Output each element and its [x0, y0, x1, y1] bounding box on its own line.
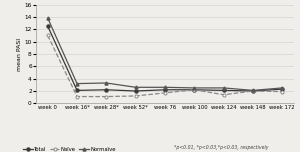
Y-axis label: mean PASI: mean PASI: [17, 37, 22, 71]
Text: *p<0.01, *p<0.03,*p<0.03, respectively: *p<0.01, *p<0.03,*p<0.03, respectively: [174, 145, 268, 150]
Legend: Total, Naïve, Normaïve: Total, Naïve, Normaïve: [23, 147, 116, 152]
